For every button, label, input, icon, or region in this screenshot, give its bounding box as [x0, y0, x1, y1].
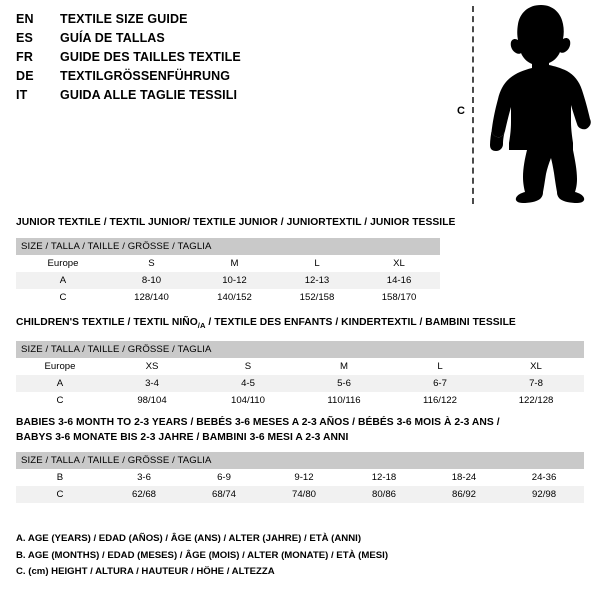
height-measure-label: C [457, 105, 465, 117]
cell-value: 104/110 [200, 391, 296, 409]
legend-line-b: B. AGE (MONTHS) / EDAD (MESES) / ÂGE (MO… [16, 549, 389, 561]
cell-value: 10-12 [193, 271, 276, 289]
measurement-legend: A. AGE (YEARS) / EDAD (AÑOS) / ÂGE (ANS)… [16, 531, 576, 581]
children-size-table: SIZE / TALLA / TAILLE / GRÖSSE / TAGLIA … [16, 340, 585, 409]
language-row: FR GUIDE DES TAILLES TEXTILE [16, 50, 436, 69]
cell-value: 122/128 [488, 391, 585, 409]
cell-value: L [276, 254, 358, 272]
height-illustration: C [440, 0, 600, 210]
cell-value: 62/68 [104, 486, 184, 503]
babies-band-header: SIZE / TALLA / TAILLE / GRÖSSE / TAGLIA [16, 452, 585, 469]
cell-value: 128/140 [110, 288, 193, 306]
section-title-babies-line1: BABIES 3-6 MONTH TO 2-3 YEARS / BEBÉS 3-… [16, 417, 500, 428]
language-title-it: GUIDA ALLE TAGLIE TESSILI [60, 88, 238, 102]
row-label-c: C [16, 486, 104, 503]
row-label-a: A [16, 374, 104, 392]
table-row: C 62/68 68/74 74/80 80/86 86/92 92/98 [16, 486, 585, 503]
cell-value: 6-9 [184, 469, 264, 486]
cell-value: 152/158 [276, 288, 358, 306]
table-row: A 3-4 4-5 5-6 6-7 7-8 [16, 374, 585, 392]
cell-value: XL [358, 254, 441, 272]
cell-value: 116/122 [392, 391, 488, 409]
cell-value: 5-6 [296, 374, 392, 392]
children-band-header: SIZE / TALLA / TAILLE / GRÖSSE / TAGLIA [16, 340, 585, 358]
cell-value: M [193, 254, 276, 272]
cell-value: 86/92 [424, 486, 504, 503]
cell-value: 158/170 [358, 288, 441, 306]
table-row: Europe S M L XL [16, 254, 441, 272]
cell-value: 74/80 [264, 486, 344, 503]
row-label-europe: Europe [16, 357, 104, 375]
cell-value: 7-8 [488, 374, 585, 392]
cell-value: XS [104, 357, 200, 375]
language-code-it: IT [16, 88, 28, 102]
section-title-children-subscript: /A [197, 321, 206, 331]
language-row: ES GUÍA DE TALLAS [16, 31, 436, 50]
section-title-babies-line2: BABYS 3-6 MONATE BIS 2-3 JAHRE / BAMBINI… [16, 431, 349, 443]
cell-value: 9-12 [264, 469, 344, 486]
cell-value: M [296, 357, 392, 375]
cell-value: 80/86 [344, 486, 424, 503]
language-title-de: TEXTILGRÖSSENFÜHRUNG [60, 69, 231, 83]
row-label-a: A [16, 271, 110, 289]
cell-value: S [110, 254, 193, 272]
cell-value: 3-6 [104, 469, 184, 486]
cell-value: 98/104 [104, 391, 200, 409]
language-title-es: GUÍA DE TALLAS [60, 31, 165, 45]
cell-value: 14-16 [358, 271, 441, 289]
table-row: C 98/104 104/110 110/116 116/122 122/128 [16, 391, 585, 409]
table-header-row: SIZE / TALLA / TAILLE / GRÖSSE / TAGLIA [16, 452, 585, 469]
table-row: Europe XS S M L XL [16, 357, 585, 375]
language-title-en: TEXTILE SIZE GUIDE [60, 12, 188, 26]
language-code-es: ES [16, 31, 34, 45]
cell-value: 92/98 [504, 486, 585, 503]
table-header-row: SIZE / TALLA / TAILLE / GRÖSSE / TAGLIA [16, 237, 441, 255]
height-measure-dashed-line [472, 6, 474, 204]
cell-value: 110/116 [296, 391, 392, 409]
row-label-europe: Europe [16, 254, 110, 272]
language-header-block: EN TEXTILE SIZE GUIDE ES GUÍA DE TALLAS … [16, 12, 436, 107]
section-childrens-textile: CHILDREN'S TEXTILE / TEXTIL NIÑO/A / TEX… [16, 316, 585, 409]
table-row: A 8-10 10-12 12-13 14-16 [16, 271, 441, 289]
legend-line-a: A. AGE (YEARS) / EDAD (AÑOS) / ÂGE (ANS)… [16, 533, 362, 544]
cell-value: 140/152 [193, 288, 276, 306]
cell-value: 3-4 [104, 374, 200, 392]
row-label-c: C [16, 288, 110, 306]
cell-value: XL [488, 357, 585, 375]
cell-value: 18-24 [424, 469, 504, 486]
cell-value: 12-13 [276, 271, 358, 289]
cell-value: 8-10 [110, 271, 193, 289]
section-babies-textile: BABIES 3-6 MONTH TO 2-3 YEARS / BEBÉS 3-… [16, 416, 585, 503]
cell-value: 68/74 [184, 486, 264, 503]
cell-value: S [200, 357, 296, 375]
toddler-silhouette-icon [490, 5, 591, 203]
language-row: IT GUIDA ALLE TAGLIE TESSILI [16, 88, 436, 107]
section-title-children-part2: / TEXTILE DES ENFANTS / KINDERTEXTIL / B… [205, 317, 516, 328]
cell-value: 4-5 [200, 374, 296, 392]
language-code-en: EN [16, 12, 34, 26]
language-row: DE TEXTILGRÖSSENFÜHRUNG [16, 69, 436, 88]
row-label-c: C [16, 391, 104, 409]
table-header-row: SIZE / TALLA / TAILLE / GRÖSSE / TAGLIA [16, 340, 585, 358]
legend-line-c: C. (cm) HEIGHT / ALTURA / HAUTEUR / HÖHE… [16, 566, 275, 577]
section-title-children-part1: CHILDREN'S TEXTILE / TEXTIL NIÑO [16, 317, 198, 328]
cell-value: 24-36 [504, 469, 585, 486]
table-row: C 128/140 140/152 152/158 158/170 [16, 288, 441, 306]
row-label-b: B [16, 469, 104, 486]
section-title-junior: JUNIOR TEXTILE / TEXTIL JUNIOR/ TEXTILE … [16, 217, 456, 228]
cell-value: 6-7 [392, 374, 488, 392]
language-row: EN TEXTILE SIZE GUIDE [16, 12, 436, 31]
language-code-fr: FR [16, 50, 34, 64]
section-title-babies: BABIES 3-6 MONTH TO 2-3 YEARS / BEBÉS 3-… [16, 416, 584, 445]
cell-value: 12-18 [344, 469, 424, 486]
babies-size-table: SIZE / TALLA / TAILLE / GRÖSSE / TAGLIA … [16, 452, 585, 503]
section-title-children: CHILDREN'S TEXTILE / TEXTIL NIÑO/A / TEX… [16, 316, 584, 334]
cell-value: L [392, 357, 488, 375]
section-junior-textile: JUNIOR TEXTILE / TEXTIL JUNIOR/ TEXTILE … [16, 216, 455, 306]
table-row: B 3-6 6-9 9-12 12-18 18-24 24-36 [16, 469, 585, 486]
language-code-de: DE [16, 69, 34, 83]
junior-size-table: SIZE / TALLA / TAILLE / GRÖSSE / TAGLIA … [16, 237, 441, 306]
language-title-fr: GUIDE DES TAILLES TEXTILE [60, 50, 241, 64]
junior-band-header: SIZE / TALLA / TAILLE / GRÖSSE / TAGLIA [16, 237, 441, 255]
